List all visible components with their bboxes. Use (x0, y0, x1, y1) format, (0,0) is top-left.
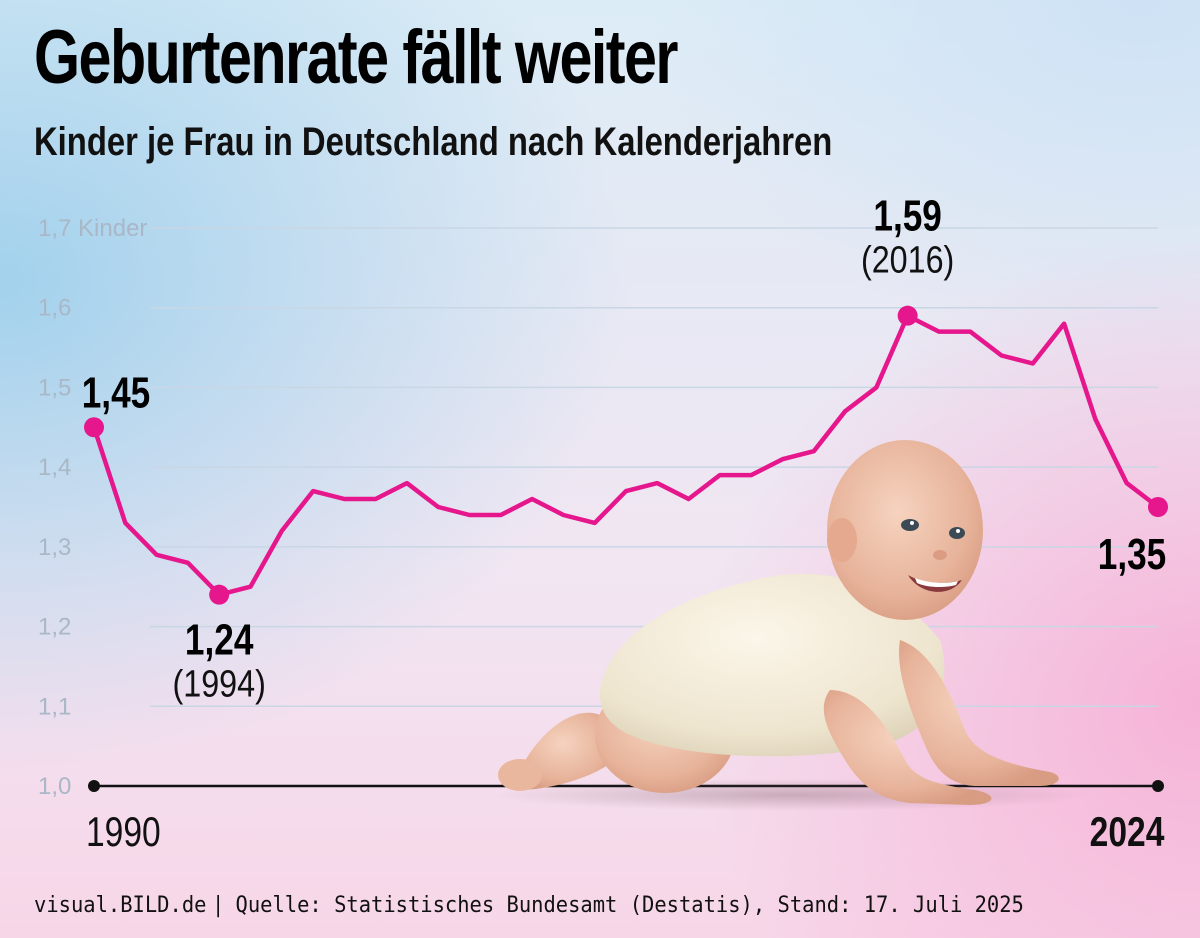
data-label: 1,45 (82, 369, 150, 418)
chart-subtitle: Kinder je Frau in Deutschland nach Kalen… (34, 120, 833, 164)
data-point-marker (84, 417, 104, 438)
chart-title: Geburtenrate fällt weiter (34, 15, 678, 100)
series-line (91, 313, 1161, 597)
y-tick-label: 1,1 (38, 693, 71, 720)
data-label: 1,59 (873, 192, 941, 241)
source-brand-link[interactable]: visual.BILD.de (34, 893, 207, 918)
y-tick-label: 1,7 Kinder (38, 215, 147, 242)
y-tick-label: 1,4 (38, 454, 71, 481)
y-tick-label: 1,5 (38, 374, 71, 401)
source-separator: | (212, 893, 225, 918)
x-axis-start-dot (88, 780, 100, 792)
y-tick-label: 1,0 (38, 773, 71, 800)
data-sublabel: (2016) (861, 239, 954, 281)
data-sublabel: (1994) (173, 663, 266, 705)
y-tick-label: 1,2 (38, 614, 71, 641)
x-tick-label: 2024 (1090, 810, 1165, 856)
source-text: Quelle: Statistisches Bundesamt (Destati… (235, 893, 1024, 918)
crawling-baby-photo (490, 440, 1090, 811)
data-label: 1,35 (1098, 530, 1166, 579)
x-axis-end-dot (1152, 780, 1164, 792)
data-point-marker (1148, 497, 1168, 517)
data-label: 1,24 (185, 616, 253, 665)
y-tick-label: 1,6 (38, 295, 71, 322)
y-tick-label: 1,3 (38, 534, 71, 561)
source-line: visual.BILD.de | Quelle: Statistisches Bun… (34, 893, 1029, 918)
data-point-marker (209, 584, 230, 605)
x-tick-label: 1990 (86, 810, 161, 856)
data-point-marker (897, 305, 918, 326)
